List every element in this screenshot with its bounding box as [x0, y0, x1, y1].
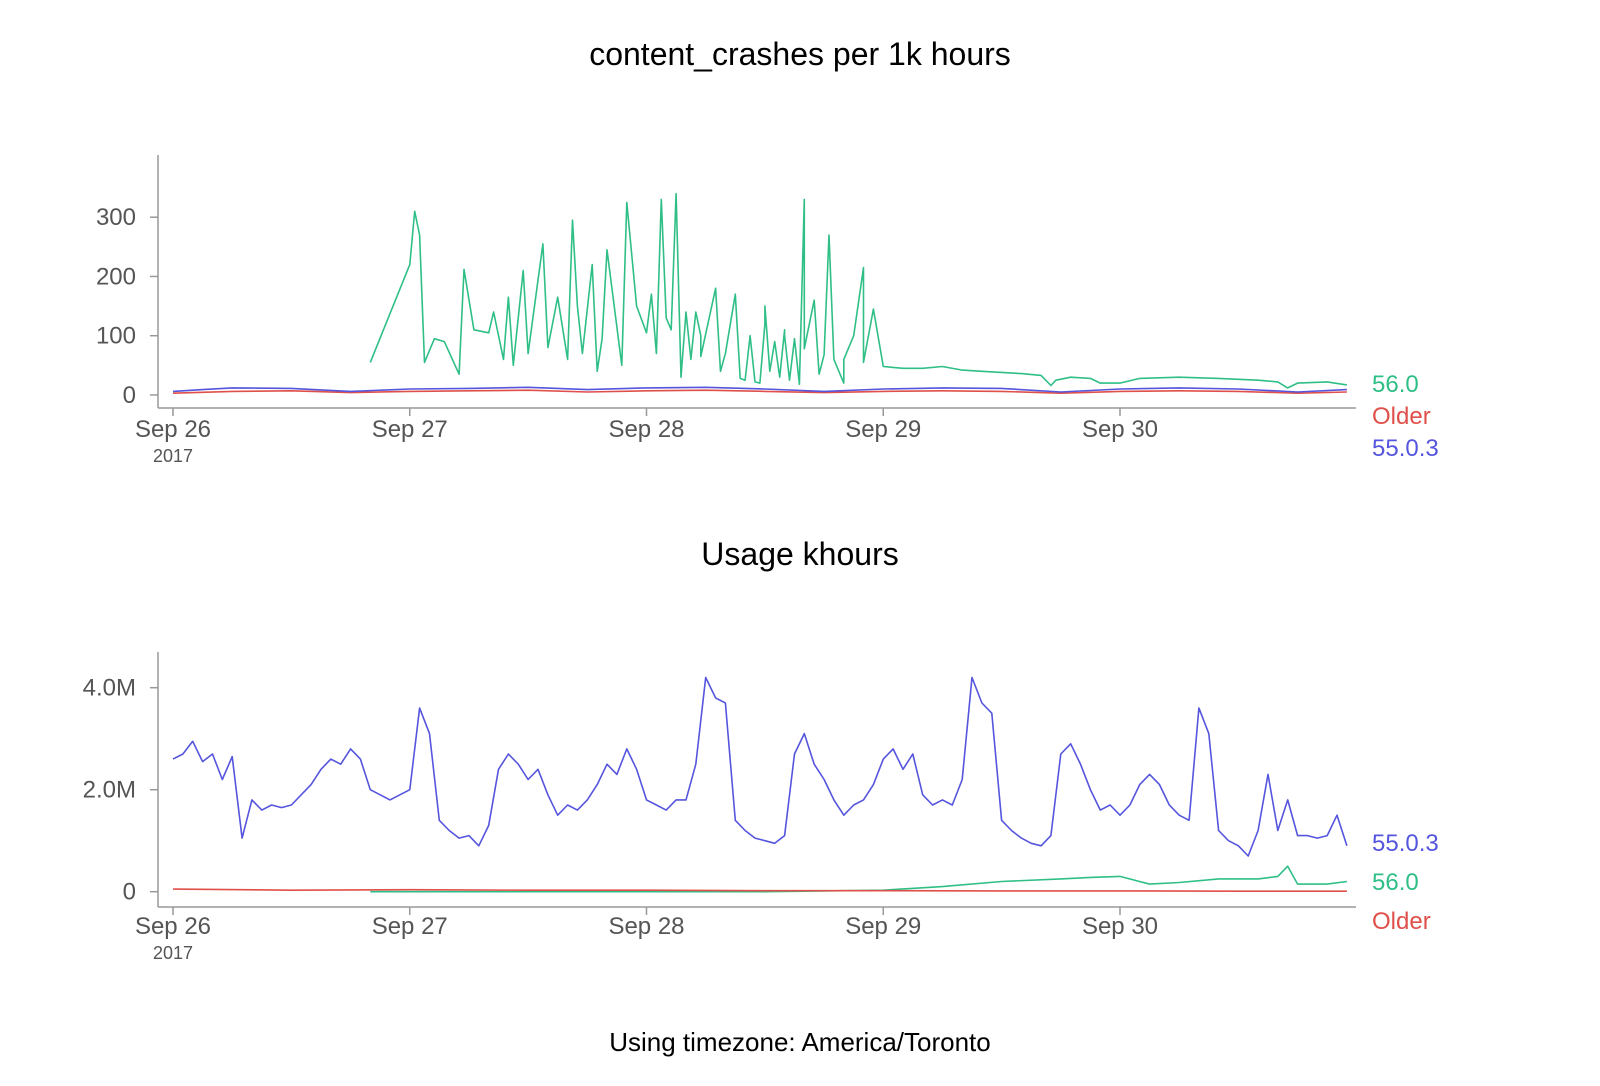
- x-tick-label: Sep 28: [608, 416, 684, 443]
- series-line-older: [172, 389, 1347, 394]
- y-tick-label: 4.0M: [83, 675, 136, 702]
- x-year-label: 2017: [153, 943, 193, 963]
- y-tick-label: 200: [96, 263, 136, 290]
- chart-title: content_crashes per 1k hours: [589, 36, 1011, 72]
- x-tick-label: Sep 26: [135, 913, 211, 940]
- series-label: 56.0: [1372, 371, 1419, 398]
- x-tick-label: Sep 26: [135, 416, 211, 443]
- x-tick-label: Sep 30: [1082, 416, 1158, 443]
- series-label: 55.0.3: [1372, 435, 1439, 462]
- y-tick-label: 0: [123, 382, 136, 409]
- x-year-label: 2017: [153, 446, 193, 466]
- series-line-55-0-3: [172, 386, 1347, 393]
- series-line-56-0: [370, 865, 1348, 893]
- x-tick-label: Sep 30: [1082, 913, 1158, 940]
- y-tick-label: 300: [96, 204, 136, 231]
- crashes-chart: content_crashes per 1k hours 0 100 200 300 S…: [0, 0, 1600, 500]
- usage-chart: Usage khours 0 2.0M 4.0M Sep 26 Sep 27 Sep 28…: [0, 500, 1600, 1020]
- usage-plot: 0 2.0M 4.0M Sep 26 Sep 27 Sep 28 Sep 29 Sep 30 2…: [83, 652, 1439, 963]
- series-label: 55.0.3: [1372, 830, 1439, 857]
- x-tick-label: Sep 28: [608, 913, 684, 940]
- x-tick-label: Sep 29: [845, 913, 921, 940]
- timezone-footer: Using timezone: America/Toronto: [609, 1027, 991, 1057]
- x-tick-label: Sep 29: [845, 416, 921, 443]
- crashes-plot: 0 100 200 300 Sep 26 Sep 27 Sep 28 Sep 29 Sep 30…: [96, 155, 1439, 466]
- y-tick-label: 2.0M: [83, 777, 136, 804]
- series-line-56-0: [369, 192, 1348, 389]
- series-label: Older: [1372, 908, 1431, 935]
- y-tick-label: 0: [123, 879, 136, 906]
- series-label: Older: [1372, 403, 1431, 430]
- series-line-55-0-3: [172, 676, 1348, 857]
- chart-title: Usage khours: [701, 536, 899, 572]
- x-tick-label: Sep 27: [372, 416, 448, 443]
- series-label: 56.0: [1372, 869, 1419, 896]
- series-line-older: [172, 888, 1347, 892]
- x-tick-label: Sep 27: [372, 913, 448, 940]
- y-tick-label: 100: [96, 323, 136, 350]
